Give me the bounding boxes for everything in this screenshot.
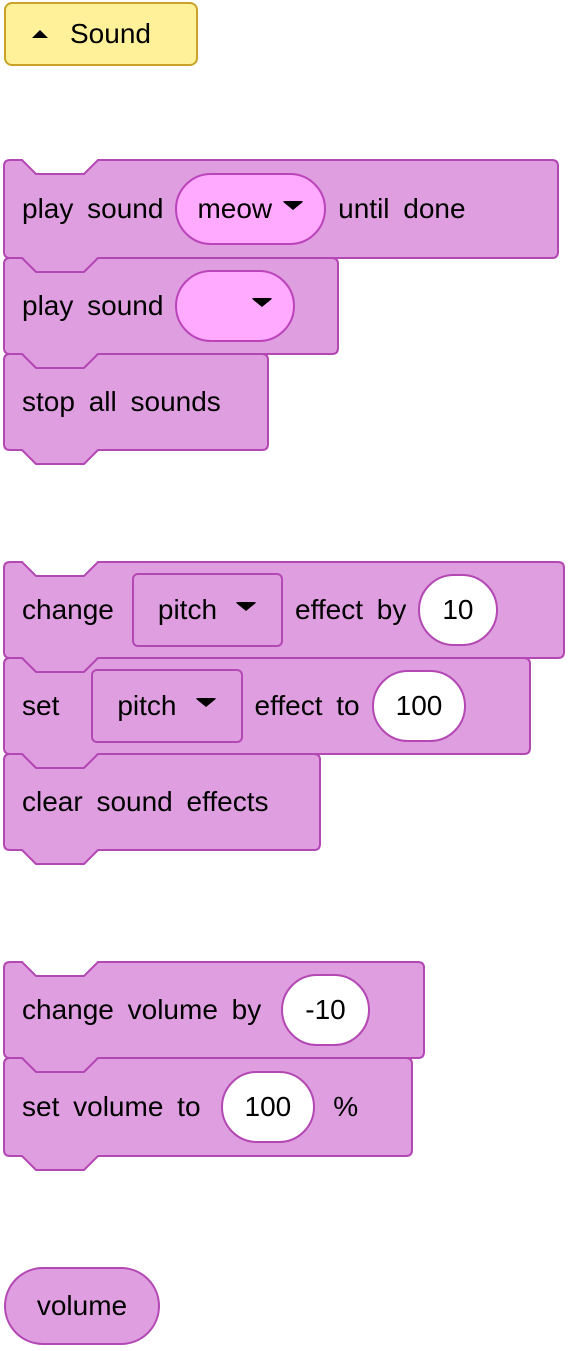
volume-change-input[interactable]: -10 [281, 974, 370, 1046]
collapse-triangle-icon [32, 30, 48, 38]
dropdown-caret-icon [235, 601, 258, 611]
block-shape [3, 753, 321, 865]
effect-value-input[interactable]: 100 [371, 670, 467, 742]
block-label: effect by [295, 594, 407, 625]
effect-menu-dropdown[interactable]: pitch [91, 669, 243, 743]
input-value: 100 [395, 690, 443, 721]
category-label: Sound [70, 18, 151, 49]
block-label: clear sound effects [22, 786, 269, 817]
effect-menu-value: pitch [117, 690, 177, 721]
clear-sound-effects-block[interactable]: clear sound effects [3, 753, 321, 865]
block-shape [3, 1057, 413, 1171]
block-shape [3, 353, 269, 465]
effect-menu-value: pitch [157, 594, 218, 625]
volume-value-input[interactable]: 100 [220, 1071, 316, 1143]
block-label: effect to [254, 690, 360, 721]
reporter-label: volume [36, 1290, 128, 1321]
block-label: change volume by [22, 994, 262, 1025]
input-value: -10 [305, 994, 346, 1025]
change-volume-by-block[interactable]: change volume by -10 [3, 961, 425, 1073]
change-effect-by-block[interactable]: change pitch effect by 10 [3, 561, 565, 673]
dropdown-caret-icon [194, 697, 217, 707]
stop-all-sounds-block[interactable]: stop all sounds [3, 353, 269, 465]
dropdown-caret-icon [251, 297, 274, 307]
category-toggle-button[interactable]: Sound [4, 2, 198, 66]
effect-amount-input[interactable]: 10 [418, 574, 498, 646]
input-value: 10 [442, 594, 474, 625]
block-label: set [22, 690, 60, 721]
dropdown-caret-icon [282, 200, 305, 210]
block-label: set volume to [22, 1091, 201, 1122]
effect-menu-dropdown[interactable]: pitch [131, 573, 284, 647]
block-label: play sound [22, 193, 164, 224]
block-label: play sound [22, 290, 164, 321]
block-label: stop all sounds [22, 386, 221, 417]
play-sound-until-done-block[interactable]: play sound meow until done [3, 159, 559, 273]
input-value: 100 [244, 1091, 292, 1122]
sound-menu-dropdown[interactable]: meow [175, 173, 327, 245]
set-effect-to-block[interactable]: set pitch effect to 100 [3, 657, 531, 769]
sound-menu-value: meow [197, 193, 273, 224]
set-volume-to-block[interactable]: set volume to 100 % [3, 1057, 413, 1171]
play-sound-block[interactable]: play sound [3, 257, 339, 369]
percent-label: % [333, 1091, 359, 1122]
block-label: change [22, 594, 114, 625]
volume-reporter-block[interactable]: volume [4, 1267, 160, 1345]
block-label: until done [338, 193, 466, 224]
sound-menu-dropdown[interactable] [175, 270, 296, 342]
